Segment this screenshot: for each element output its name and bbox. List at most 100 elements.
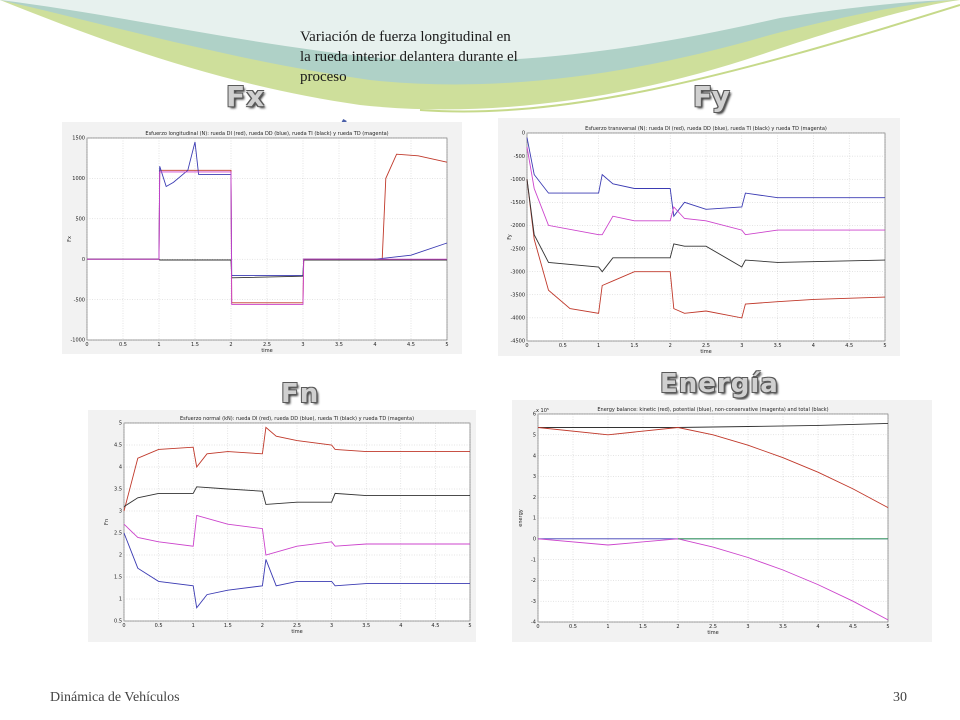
footer-title: Dinámica de Vehículos <box>50 690 180 705</box>
fn-xtick-label: 3 <box>330 623 333 629</box>
fn-xtick-label: 4.5 <box>431 623 439 629</box>
fn-chart-title: Esfuerzo normal (kN): rueda DI (red), ru… <box>180 416 414 422</box>
fx-xtick-label: 3.5 <box>335 342 343 348</box>
fy-xtick-label: 3 <box>740 343 743 349</box>
fn-xtick-label: 0 <box>122 623 125 629</box>
fy-ytick-label: -4500 <box>510 339 525 345</box>
fx-chart-title: Esfuerzo longitudinal (N): rueda DI (red… <box>145 131 388 137</box>
energia-xtick-label: 4 <box>816 624 819 630</box>
fx-xtick-label: 4 <box>373 342 376 348</box>
fy-series-line-2 <box>526 179 886 273</box>
fn-xtick-label: 3.5 <box>362 623 370 629</box>
heading-fy: Fy <box>693 80 731 113</box>
fn-series-line-2 <box>123 486 470 507</box>
energia-x-axis-label: time <box>707 630 718 636</box>
fn-xtick-label: 1 <box>192 623 195 629</box>
fn-ytick-label: 2.5 <box>114 531 122 537</box>
fn-series-line-0 <box>123 426 470 512</box>
fx-ytick-label: 1500 <box>72 136 85 142</box>
heading-energia: Energía <box>660 369 779 399</box>
fy-xtick-label: 2 <box>669 343 672 349</box>
fx-ytick-label: 1000 <box>72 176 85 182</box>
fn-ytick-label: 3.5 <box>114 487 122 493</box>
fy-xtick-label: 4.5 <box>845 343 853 349</box>
energia-scale-label: x 10⁵ <box>536 408 549 414</box>
fn-xtick-label: 1.5 <box>224 623 232 629</box>
fx-ytick-label: 500 <box>75 217 85 223</box>
fy-xtick-label: 0.5 <box>559 343 567 349</box>
fn-ytick-label: 0.5 <box>114 619 122 625</box>
fx-xtick-label: 4.5 <box>407 342 415 348</box>
fy-ytick-label: -4000 <box>510 316 525 322</box>
fy-ytick-label: -500 <box>514 154 525 160</box>
fx-xtick-label: 5 <box>445 342 448 348</box>
fx-xtick-label: 2 <box>229 342 232 348</box>
fn-xtick-label: 2 <box>261 623 264 629</box>
fx-xtick-label: 0 <box>85 342 88 348</box>
fx-xtick-label: 1.5 <box>191 342 199 348</box>
energia-series-line-1 <box>537 427 889 508</box>
fy-xtick-label: 2.5 <box>702 343 710 349</box>
energia-xtick-label: 0 <box>536 624 539 630</box>
energia-series-line-0 <box>538 422 889 428</box>
energia-ytick-label: 0 <box>533 537 536 543</box>
fn-series-line-1 <box>123 532 470 609</box>
fn-ytick-label: 5 <box>119 421 122 427</box>
page-number: 30 <box>893 690 907 705</box>
fn-xtick-label: 5 <box>468 623 471 629</box>
energia-ytick-label: -4 <box>531 620 536 626</box>
fy-ytick-label: -2500 <box>510 246 525 252</box>
fn-x-axis-label: time <box>291 629 302 635</box>
fn-ytick-label: 1.5 <box>114 575 122 581</box>
fy-ytick-label: -3500 <box>510 292 525 298</box>
energia-ytick-label: 3 <box>533 474 536 480</box>
fn-ytick-label: 4 <box>119 465 122 471</box>
fy-xtick-label: 1.5 <box>630 343 638 349</box>
fx-ytick-label: 0 <box>82 257 85 263</box>
fn-y-axis-label: Fn <box>104 519 110 525</box>
energia-ytick-label: 2 <box>533 495 536 501</box>
energia-ytick-label: -2 <box>531 578 536 584</box>
energia-ytick-label: 4 <box>533 453 536 459</box>
fx-xtick-label: 3 <box>301 342 304 348</box>
energia-ytick-label: -3 <box>531 599 536 605</box>
heading-fx: Fx <box>226 80 266 113</box>
energia-xtick-label: 1 <box>606 624 609 630</box>
energia-ytick-label: 6 <box>533 412 536 418</box>
fy-y-axis-label: Fy <box>507 234 513 239</box>
fy-x-axis-label: time <box>700 349 711 355</box>
fy-xtick-label: 5 <box>883 343 886 349</box>
fn-ytick-label: 3 <box>119 509 122 515</box>
energia-ytick-label: 5 <box>533 433 536 439</box>
fy-xtick-label: 0 <box>525 343 528 349</box>
energia-xtick-label: 3.5 <box>779 624 787 630</box>
fx-xtick-label: 1 <box>157 342 160 348</box>
fx-xtick-label: 0.5 <box>119 342 127 348</box>
fy-ytick-label: -1000 <box>510 177 525 183</box>
heading-fn: Fn <box>281 379 320 409</box>
fy-ytick-label: -3000 <box>510 269 525 275</box>
fy-series-line-1 <box>526 137 885 218</box>
fx-y-axis-label: Fx <box>67 236 73 242</box>
energia-y-axis-label: energy <box>518 509 524 526</box>
fy-xtick-label: 4 <box>812 343 815 349</box>
fx-ytick-label: -1000 <box>70 338 85 344</box>
fn-ytick-label: 1 <box>119 597 122 603</box>
fn-ytick-label: 4.5 <box>114 443 122 449</box>
energia-chart-title: Energy balance: kinetic (red), potential… <box>597 407 828 413</box>
fx-series-line-3 <box>87 171 447 305</box>
fy-ytick-label: 0 <box>522 131 525 137</box>
fx-ytick-label: -500 <box>74 297 85 303</box>
energia-ytick-label: 1 <box>533 516 536 522</box>
fx-xtick-label: 2.5 <box>263 342 271 348</box>
fy-xtick-label: 1 <box>597 343 600 349</box>
fn-xtick-label: 2.5 <box>293 623 301 629</box>
fx-x-axis-label: time <box>261 348 272 354</box>
fn-series-line-3 <box>123 514 470 556</box>
fy-chart-title: Esfuerzo transversal (N): rueda DI (red)… <box>585 126 827 132</box>
fy-ytick-label: -1500 <box>510 200 525 206</box>
fn-ytick-label: 2 <box>119 553 122 559</box>
fn-xtick-label: 0.5 <box>155 623 163 629</box>
